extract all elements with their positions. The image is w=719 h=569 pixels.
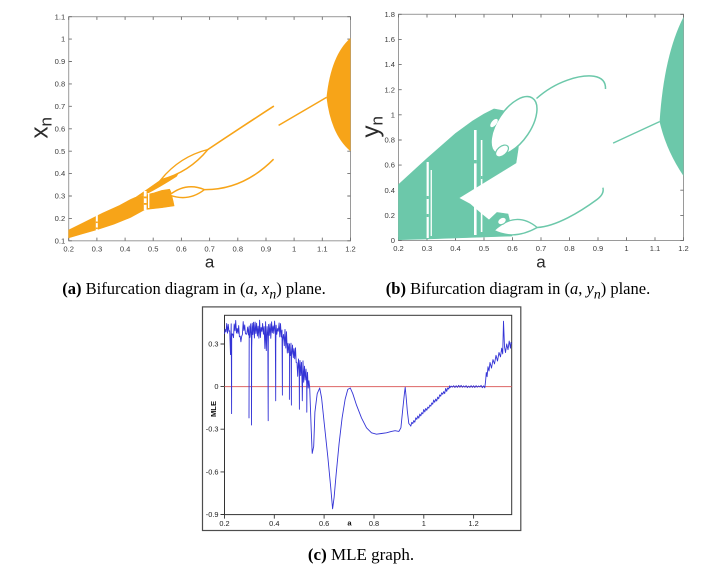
- svg-text:1: 1: [61, 35, 65, 44]
- svg-text:1.4: 1.4: [384, 60, 395, 69]
- svg-text:0.3: 0.3: [422, 244, 433, 253]
- svg-text:a: a: [536, 253, 546, 272]
- svg-text:-0.6: -0.6: [206, 467, 219, 476]
- svg-text:0.4: 0.4: [384, 186, 395, 195]
- svg-text:0.3: 0.3: [208, 340, 218, 349]
- svg-text:0.5: 0.5: [148, 244, 159, 253]
- svg-text:1: 1: [422, 519, 426, 528]
- svg-text:0.4: 0.4: [450, 244, 461, 253]
- svg-text:0.2: 0.2: [384, 211, 395, 220]
- svg-text:0.9: 0.9: [261, 244, 272, 253]
- svg-text:0.8: 0.8: [369, 519, 379, 528]
- svg-text:0.2: 0.2: [393, 244, 404, 253]
- svg-text:xn: xn: [27, 117, 56, 138]
- svg-text:0.6: 0.6: [176, 244, 187, 253]
- svg-text:0.7: 0.7: [536, 244, 547, 253]
- svg-text:0.6: 0.6: [55, 124, 66, 133]
- svg-text:MLE: MLE: [209, 401, 218, 417]
- svg-text:0.6: 0.6: [319, 519, 329, 528]
- svg-text:0.1: 0.1: [55, 236, 66, 245]
- svg-text:0.6: 0.6: [507, 244, 518, 253]
- svg-text:yn: yn: [358, 116, 387, 137]
- svg-text:0: 0: [214, 382, 218, 391]
- svg-text:1.6: 1.6: [384, 35, 395, 44]
- svg-text:a: a: [347, 519, 352, 528]
- svg-text:0.4: 0.4: [269, 519, 279, 528]
- svg-text:0.5: 0.5: [55, 147, 66, 156]
- svg-text:1.1: 1.1: [55, 12, 66, 21]
- svg-text:0.2: 0.2: [219, 519, 229, 528]
- svg-text:0: 0: [391, 236, 395, 245]
- svg-text:1.1: 1.1: [650, 244, 661, 253]
- svg-text:0.6: 0.6: [384, 161, 395, 170]
- svg-text:1: 1: [624, 244, 628, 253]
- svg-text:1.2: 1.2: [678, 244, 689, 253]
- svg-text:0.3: 0.3: [55, 192, 66, 201]
- svg-text:1.2: 1.2: [468, 519, 478, 528]
- svg-text:0.2: 0.2: [55, 214, 66, 223]
- svg-text:a: a: [205, 253, 215, 272]
- svg-text:0.7: 0.7: [55, 102, 66, 111]
- svg-text:1.1: 1.1: [317, 244, 328, 253]
- svg-text:1: 1: [391, 110, 395, 119]
- svg-text:-0.3: -0.3: [206, 425, 219, 434]
- svg-text:0.7: 0.7: [204, 244, 215, 253]
- svg-text:1.8: 1.8: [384, 10, 395, 19]
- svg-text:1: 1: [292, 244, 296, 253]
- svg-text:0.4: 0.4: [120, 244, 131, 253]
- svg-text:0.3: 0.3: [92, 244, 103, 253]
- svg-text:0.2: 0.2: [63, 244, 74, 253]
- svg-text:0.9: 0.9: [55, 57, 66, 66]
- svg-text:0.9: 0.9: [593, 244, 604, 253]
- svg-text:0.8: 0.8: [233, 244, 244, 253]
- svg-text:0.4: 0.4: [55, 169, 66, 178]
- svg-text:0.5: 0.5: [479, 244, 490, 253]
- svg-text:-0.9: -0.9: [206, 510, 219, 519]
- svg-text:0.8: 0.8: [564, 244, 575, 253]
- svg-text:1.2: 1.2: [345, 244, 356, 253]
- svg-text:0.8: 0.8: [384, 136, 395, 145]
- svg-text:1.2: 1.2: [384, 85, 395, 94]
- svg-text:0.8: 0.8: [55, 80, 66, 89]
